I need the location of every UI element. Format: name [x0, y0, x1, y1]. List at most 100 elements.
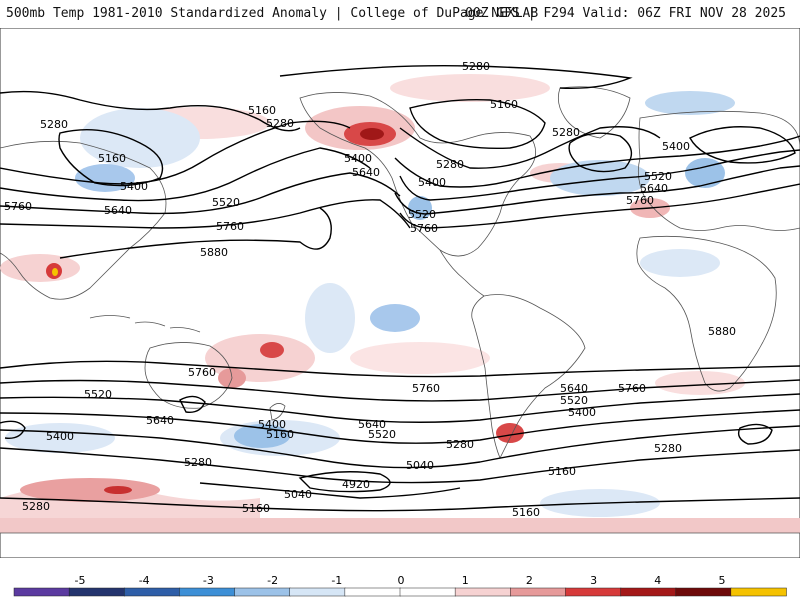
contour-label: 5400 — [662, 140, 690, 153]
new-zealand-coast — [269, 403, 286, 421]
colorbar-tick-label: 4 — [654, 574, 661, 587]
colorbar-tick-label: -4 — [139, 574, 150, 587]
contour-5520-west — [0, 147, 371, 202]
contour-label: 5400 — [344, 152, 372, 165]
contour-5400-west — [0, 120, 351, 185]
contour-label: 5160 — [512, 506, 540, 519]
contour-loop-s-atl — [737, 423, 773, 445]
cool-anomaly — [305, 283, 355, 353]
eurasia-coast — [637, 110, 800, 231]
contour-4920-south — [298, 471, 391, 493]
colorbar-tick-label: -3 — [203, 574, 214, 587]
contour-label: 5640 — [358, 418, 386, 431]
contour-label: 5040 — [406, 459, 434, 472]
colorbar-tick-label: 1 — [462, 574, 469, 587]
contour-5760-east — [399, 183, 800, 229]
contour-label: 5760 — [412, 382, 440, 395]
contour-5640-west — [0, 172, 401, 215]
indonesia-coast — [89, 315, 201, 333]
contour-label: 5160 — [248, 104, 276, 117]
colorbar-tick-label: 2 — [526, 574, 533, 587]
contour-label: 5880 — [200, 246, 228, 259]
contour-5040-south — [199, 482, 461, 499]
south-america-coast — [471, 294, 586, 459]
colorbar-tick-label: -2 — [267, 574, 278, 587]
contour-label: 5520 — [408, 208, 436, 221]
contour-label: 5280 — [462, 60, 490, 73]
contour-5520-east — [399, 149, 800, 201]
model-run-info: 00Z GFS | F294 Valid: 06Z FRI NOV 28 202… — [465, 6, 786, 21]
contour-loop-s-pac — [179, 395, 206, 413]
warm-anomaly — [350, 342, 490, 374]
contour-label: 5400 — [46, 430, 74, 443]
colorbar-tick-label: 0 — [398, 574, 405, 587]
contour-5400-south — [0, 409, 800, 444]
contour-5160-southern-edge — [0, 497, 800, 512]
contour-label: 5280 — [552, 126, 580, 139]
contour-label: 5280 — [184, 456, 212, 469]
contour-5760-west — [0, 199, 411, 229]
contour-label: 5280 — [446, 438, 474, 451]
contour-5400-europe-loop — [689, 126, 796, 164]
cool-anomaly — [640, 249, 720, 277]
contour-label: 5280 — [40, 118, 68, 131]
anomaly-shading — [0, 74, 800, 533]
contour-labels: 5280 5280 5160 5160 5280 5160 5280 5160 … — [4, 60, 736, 519]
contour-label: 5520 — [212, 196, 240, 209]
contour-label: 5280 — [436, 158, 464, 171]
colorbar-segment — [510, 587, 567, 597]
warm-anomaly — [0, 254, 80, 282]
australia-coast — [144, 342, 233, 409]
colorbar-tick-label: -1 — [331, 574, 342, 587]
contour-label: 5520 — [84, 388, 112, 401]
contour-label: 5640 — [146, 414, 174, 427]
warm-anomaly — [390, 74, 550, 102]
north-america-coast — [299, 92, 537, 257]
contour-5640-east — [394, 165, 800, 215]
contour-label: 5160 — [266, 428, 294, 441]
colorbar-segment — [68, 587, 126, 597]
contour-label: 5520 — [560, 394, 588, 407]
contour-label: 5520 — [368, 428, 396, 441]
colorbar-tick-label: 5 — [719, 574, 726, 587]
contour-label: 5280 — [654, 442, 682, 455]
central-america-coast — [439, 249, 485, 297]
contour-5520-south — [0, 393, 800, 423]
contour-5640-asia-loop — [568, 132, 633, 173]
colorbar-tick-label: -5 — [75, 574, 86, 587]
contour-label: 5400 — [258, 418, 286, 431]
colorbar-segment — [179, 587, 236, 597]
contour-5280-south — [0, 425, 800, 469]
colorbar-segment — [124, 587, 181, 597]
contour-5160-np — [58, 129, 164, 187]
contour-5880-trop — [59, 207, 332, 259]
colorbar-segment — [565, 587, 622, 597]
warm-anomaly-band — [20, 478, 160, 502]
contour-label: 5160 — [490, 98, 518, 111]
colorbar: -5 -4 -3 -2 -1 0 1 2 3 4 5 — [13, 574, 787, 597]
contour-5160-south — [0, 447, 800, 484]
contour-label: 5280 — [266, 117, 294, 130]
colorbar-segments — [13, 587, 787, 597]
contour-label: 5280 — [22, 500, 50, 513]
africa-coast — [636, 235, 777, 392]
contour-label: 5400 — [418, 176, 446, 189]
contour-label: 5160 — [548, 465, 576, 478]
colorbar-segment — [289, 587, 346, 597]
asia-west-coast — [0, 140, 167, 300]
contour-label: 5760 — [618, 382, 646, 395]
cool-anomaly — [685, 158, 725, 188]
contour-5400-midwest — [394, 135, 800, 188]
anomaly-map: 5280 5280 5160 5160 5280 5160 5280 5160 … — [0, 28, 800, 558]
colorbar-segment — [344, 587, 401, 597]
warm-anomaly — [360, 128, 384, 140]
cool-anomaly — [370, 304, 420, 332]
colorbar-tick-label: 3 — [590, 574, 597, 587]
contour-label: 5160 — [98, 152, 126, 165]
contour-label: 5880 — [708, 325, 736, 338]
colorbar-segment — [454, 587, 512, 597]
warm-anomaly — [52, 268, 58, 276]
contour-5280-greatlakes — [399, 126, 661, 169]
warm-anomaly — [260, 342, 284, 358]
chart-title: 500mb Temp 1981-2010 Standardized Anomal… — [6, 6, 539, 21]
